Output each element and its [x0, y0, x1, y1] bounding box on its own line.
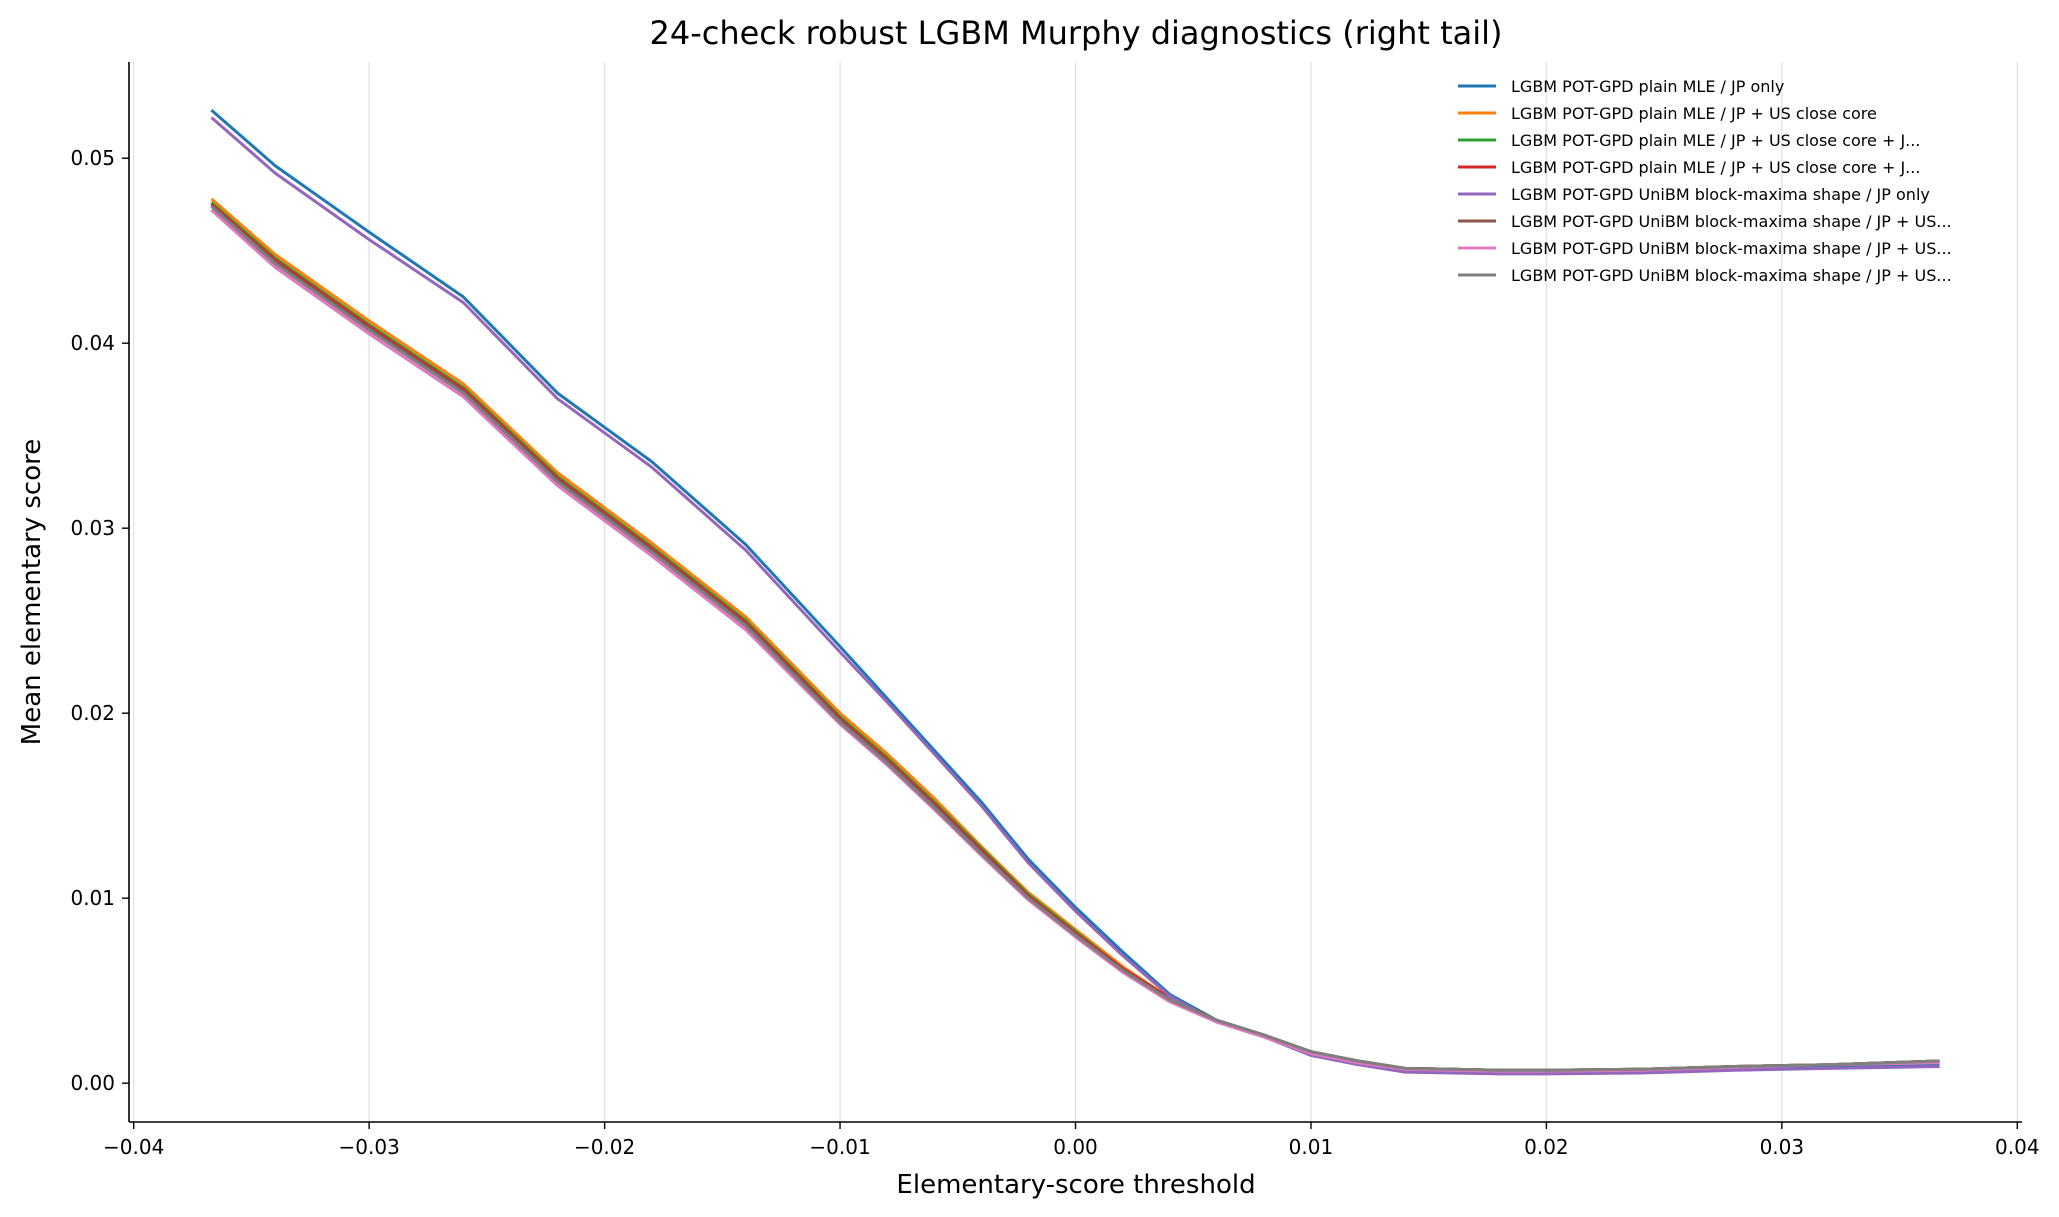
y-axis-label: Mean elementary score [17, 439, 47, 745]
x-tick-label: −0.04 [103, 1135, 164, 1159]
legend-entry: LGBM POT-GPD plain MLE / JP + US close c… [1511, 131, 1920, 150]
x-tick-label: −0.02 [574, 1135, 635, 1159]
x-tick-label: 0.01 [1289, 1135, 1334, 1159]
series-line-5 [210, 116, 1940, 1076]
y-tick-label: 0.03 [70, 516, 115, 540]
x-axis-ticks: −0.04 −0.03 −0.02 −0.01 0.00 0.01 0.02 0.03 0.04 [103, 1122, 2040, 1159]
y-axis-ticks: 0.00 0.01 0.02 0.03 0.04 0.05 [70, 146, 129, 1095]
x-tick-label: 0.02 [1524, 1135, 1569, 1159]
legend-entry: LGBM POT-GPD UniBM block-maxima shape / … [1511, 239, 1952, 258]
x-tick-label: 0.03 [1760, 1135, 1805, 1159]
x-tick-label: 0.00 [1053, 1135, 1098, 1159]
legend: LGBM POT-GPD plain MLE / JP only LGBM POT… [1458, 77, 1952, 285]
y-tick-label: 0.05 [70, 146, 115, 170]
legend-entry: LGBM POT-GPD UniBM block-maxima shape / … [1511, 185, 1930, 204]
legend-entry: LGBM POT-GPD plain MLE / JP + US close c… [1511, 104, 1877, 123]
x-axis-label: Elementary-score threshold [896, 1170, 1255, 1200]
y-tick-label: 0.02 [70, 701, 115, 725]
x-tick-label: −0.01 [809, 1135, 870, 1159]
legend-entry: LGBM POT-GPD plain MLE / JP + US close c… [1511, 158, 1920, 177]
legend-entry: LGBM POT-GPD UniBM block-maxima shape / … [1511, 212, 1952, 231]
legend-entry: LGBM POT-GPD UniBM block-maxima shape / … [1511, 266, 1952, 285]
x-tick-label: −0.03 [339, 1135, 400, 1159]
y-tick-label: 0.01 [70, 886, 115, 910]
y-tick-label: 0.00 [70, 1071, 115, 1095]
y-tick-label: 0.04 [70, 331, 115, 355]
series-line-8 [210, 205, 1940, 1072]
series-lines [210, 108, 1940, 1076]
legend-entry: LGBM POT-GPD plain MLE / JP only [1511, 77, 1784, 96]
chart-title: 24-check robust LGBM Murphy diagnostics … [649, 14, 1502, 52]
x-tick-label: 0.04 [1995, 1135, 2040, 1159]
